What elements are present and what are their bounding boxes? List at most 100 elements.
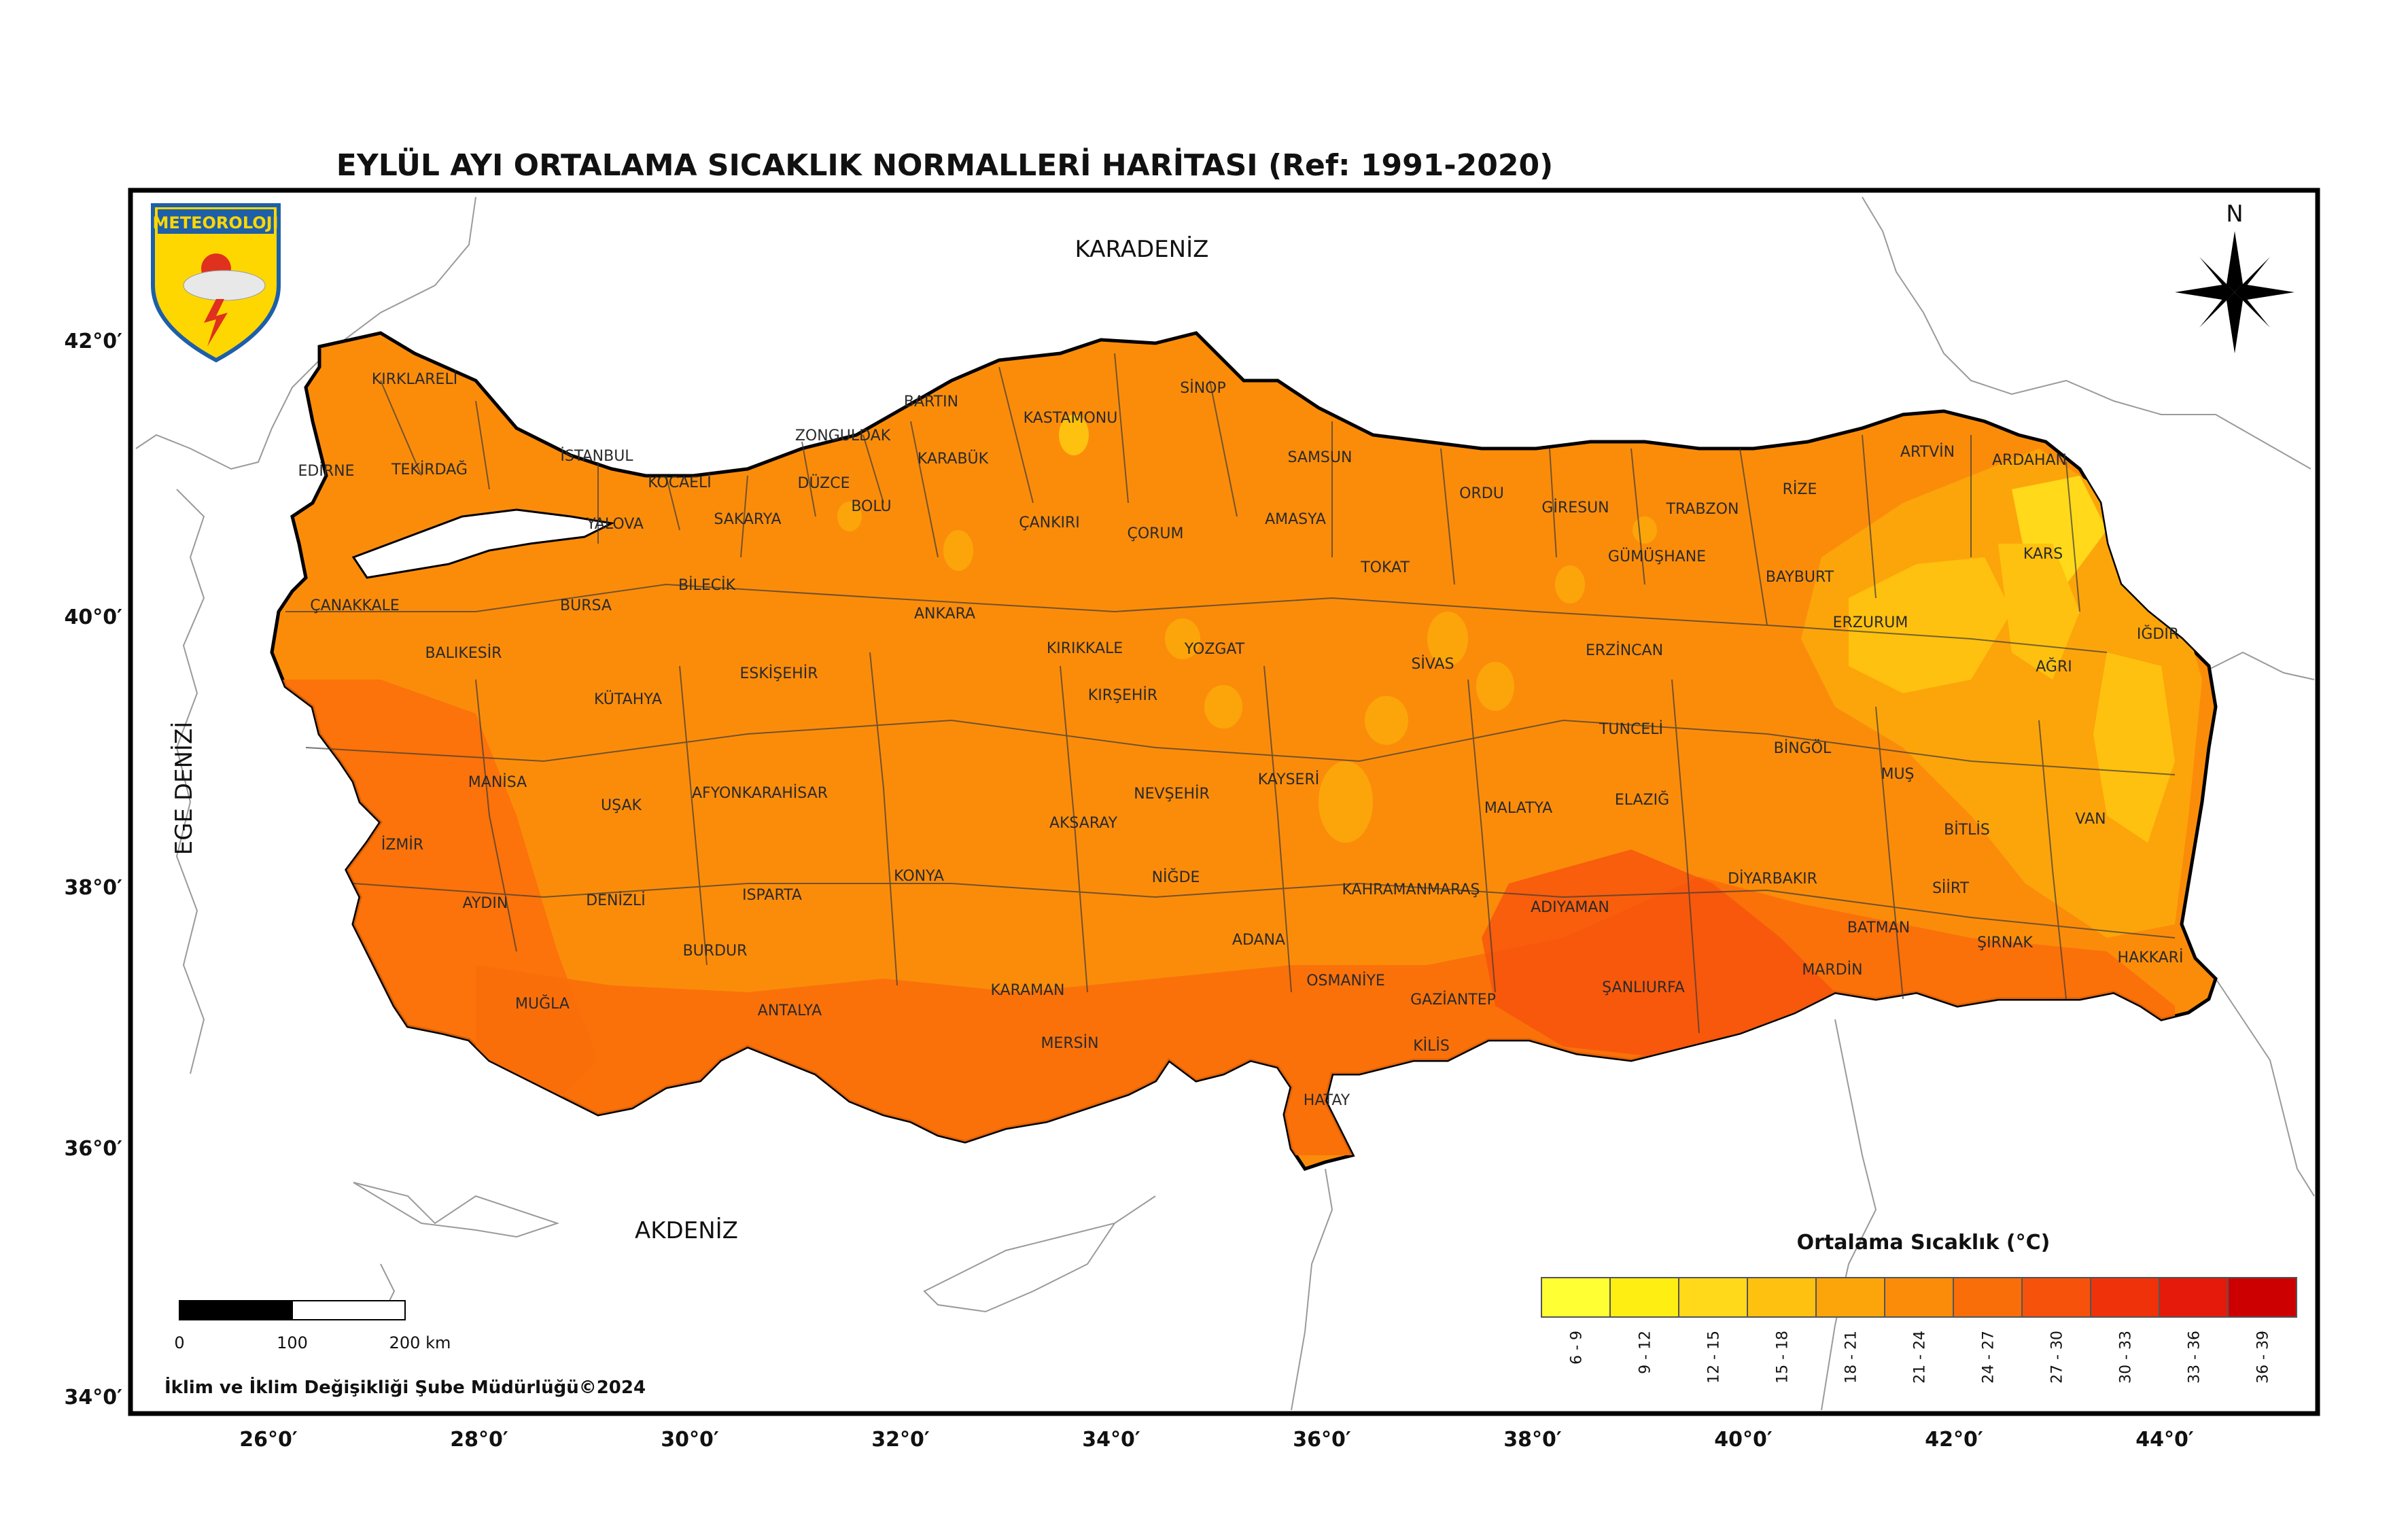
north-arrow-icon [2175,231,2294,353]
province-label: UŞAK [601,797,642,814]
scale-label: 200 km [389,1333,451,1352]
province-label: NEVŞEHİR [1134,785,1210,803]
province-label: SAMSUN [1288,449,1353,466]
province-borders [285,353,2176,1034]
province-label: DENİZLİ [586,892,646,909]
scale-bar-segment [179,1300,293,1320]
province-label: ÇANAKKALE [310,597,400,614]
province-label: DİYARBAKIR [1728,870,1817,888]
legend-swatch [2227,1277,2297,1318]
logo-banner [158,209,274,234]
province-label: MARDİN [1802,961,1862,979]
province-label: ELAZIĞ [1615,791,1669,809]
province-label: KONYA [894,868,944,885]
province-labels: KIRKLARELİ EDİRNE TEKİRDAĞ İSTANBUL KOCAELİ Y… [298,370,2184,1109]
longitude-labels: 26°0′ 28°0′ 30°0′ 32°0′ 34°0′ 36°0′ 38°0… [239,1428,2194,1452]
lon-label: 36°0′ [1293,1428,1351,1452]
province-label: KARAMAN [990,982,1064,999]
lon-label: 40°0′ [1714,1428,1773,1452]
lon-label: 32°0′ [871,1428,930,1452]
province-label: KIRŞEHİR [1088,686,1157,704]
legend-label: 6 - 9 [1569,1331,1586,1365]
marmara-sea [351,508,615,579]
logo-text: METEOROLOJİ [152,213,278,232]
province-label: AĞRI [2036,658,2072,676]
legend-label: 9 - 12 [1637,1331,1654,1374]
province-label: ARTVİN [1900,443,1955,461]
province-label: TEKİRDAĞ [391,461,468,478]
legend-swatch [1747,1277,1817,1318]
cloud-icon [183,270,266,301]
province-label: BAYBURT [1766,569,1834,586]
province-label: ZONGULDAK [795,427,891,444]
province-label: SİİRT [1932,879,1970,897]
legend-label: 15 - 18 [1775,1331,1792,1384]
province-label: NİĞDE [1152,869,1200,886]
province-label: BİLECİK [678,576,736,594]
scale-bar: 0 100 200 km [174,1300,451,1352]
province-label: ÇANKIRI [1019,514,1080,531]
province-label: MUŞ [1881,766,1914,783]
province-label: KÜTAHYA [594,690,662,708]
legend-label: 30 - 33 [2118,1331,2135,1384]
lon-label: 42°0′ [1925,1428,1983,1452]
legend-label: 12 - 15 [1706,1331,1723,1384]
province-label: YALOVA [586,516,644,533]
legend-label: 36 - 39 [2255,1331,2272,1384]
legend-swatch [1678,1277,1748,1318]
province-label: KAHRAMANMARAŞ [1342,881,1480,898]
lon-label: 38°0′ [1503,1428,1562,1452]
north-arrow: N [2175,200,2294,353]
legend-label: 27 - 30 [2049,1331,2066,1384]
province-label: KAYSERİ [1258,771,1319,788]
province-label: TUNCELİ [1599,720,1663,738]
scale-bar-segment [292,1300,406,1320]
lon-label: 34°0′ [1082,1428,1140,1452]
sea-label-aegean: EGE DENİZİ [171,722,198,856]
legend-title: Ortalama Sıcaklık (°C) [1797,1231,2051,1255]
province-label: SİNOP [1180,379,1226,397]
credit-text: İklim ve İklim Değişikliği Şube Müdürlüğ… [164,1376,646,1398]
province-label: BATMAN [1847,919,1910,936]
province-label: KARS [2023,546,2063,563]
province-label: ÇORUM [1127,525,1183,542]
province-label: GAZİANTEP [1410,991,1496,1009]
province-label: ESKİŞEHİR [740,665,818,682]
legend-label: 24 - 27 [1981,1331,1997,1384]
province-label: DÜZCE [798,474,850,492]
province-label: İZMİR [381,836,423,854]
province-label: MANİSA [468,773,527,791]
province-label: GİRESUN [1541,499,1609,516]
province-label: ANTALYA [758,1002,822,1019]
scale-label: 100 [277,1333,308,1352]
province-label: MUĞLA [515,995,570,1013]
province-label: AFYONKARAHİSAR [692,784,828,802]
province-label: ERZURUM [1833,614,1908,631]
legend-label: 18 - 21 [1843,1331,1860,1384]
province-label: GÜMÜŞHANE [1608,548,1706,565]
scale-label: 0 [174,1333,184,1352]
province-label: MALATYA [1484,800,1552,817]
province-label: RİZE [1783,480,1817,498]
province-label: BURDUR [683,943,748,960]
legend-swatch [1609,1277,1679,1318]
province-label: KARABÜK [918,450,989,468]
lat-label: 38°0′ [64,876,122,900]
lon-label: 28°0′ [450,1428,508,1452]
province-label: KIRKLARELİ [372,370,457,388]
province-label: İSTANBUL [560,447,633,465]
province-label: SAKARYA [714,511,781,528]
lon-label: 30°0′ [661,1428,719,1452]
province-label: ARDAHAN [1992,452,2067,469]
meteoroloji-logo: METEOROLOJİ [151,203,281,363]
province-label: KASTAMONU [1024,410,1118,427]
province-label: EDİRNE [298,462,355,480]
north-label: N [2226,200,2243,228]
province-label: HAKKARİ [2118,949,2184,966]
province-label: TOKAT [1360,559,1410,576]
province-label: ŞIRNAK [1977,934,2033,951]
lon-label: 44°0′ [2135,1428,2194,1452]
province-label: SİVAS [1411,655,1454,673]
